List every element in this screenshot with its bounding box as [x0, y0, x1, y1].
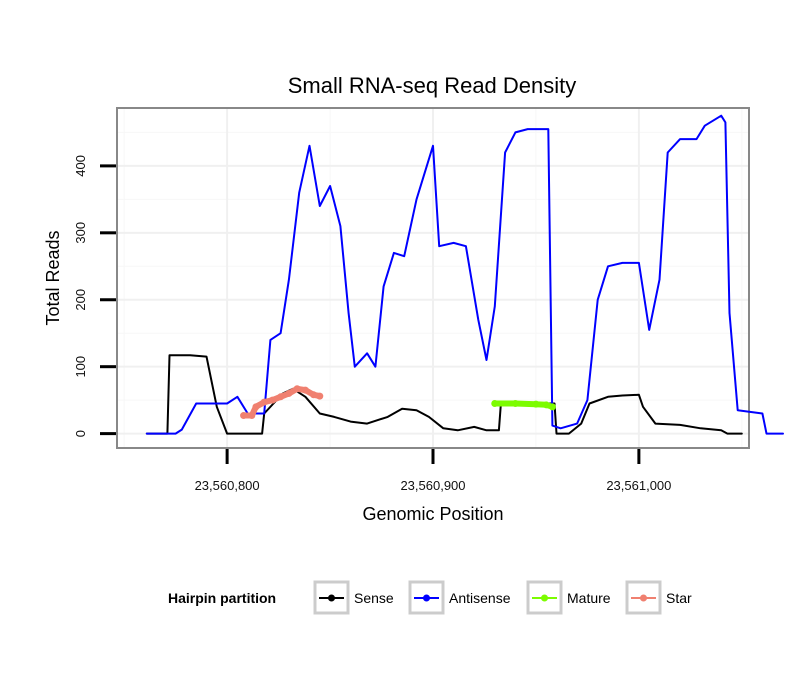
data-point-mature — [491, 399, 499, 407]
data-point-star — [293, 385, 301, 393]
data-point-star — [301, 386, 309, 394]
legend-item-mature: Mature — [526, 580, 611, 615]
y-tick-label: 0 — [73, 430, 88, 437]
x-axis-title: Genomic Position — [362, 504, 503, 524]
series-line-sense — [145, 354, 743, 435]
y-tick-label: 200 — [73, 289, 88, 311]
legend-key-dot-mature — [541, 594, 548, 602]
legend: Hairpin partition Sense Antisense Mature St… — [168, 580, 692, 615]
y-tick-label: 100 — [73, 356, 88, 378]
legend-label-star: Star — [666, 590, 692, 606]
x-tick-label: 23,560,900 — [400, 478, 465, 493]
data-point-mature — [511, 399, 519, 407]
legend-key-dot-star — [640, 594, 647, 602]
x-tick-label: 23,560,800 — [195, 478, 260, 493]
legend-item-star: Star — [625, 580, 692, 615]
y-axis: 0 100 200 300 400 — [73, 155, 116, 437]
legend-title: Hairpin partition — [168, 590, 276, 606]
data-point-star — [316, 392, 324, 400]
x-tick-label: 23,561,000 — [606, 478, 671, 493]
data-point-mature — [532, 400, 540, 408]
y-tick-label: 300 — [73, 222, 88, 244]
data-point-star — [310, 391, 318, 399]
data-point-star — [252, 403, 260, 411]
data-point-star — [248, 412, 256, 420]
legend-label-sense: Sense — [354, 590, 394, 606]
legend-label-antisense: Antisense — [449, 590, 511, 606]
data-point-star — [285, 389, 293, 397]
chart-title: Small RNA-seq Read Density — [288, 73, 577, 98]
legend-label-mature: Mature — [567, 590, 611, 606]
x-axis: 23,560,800 23,560,900 23,561,000 — [195, 449, 671, 493]
data-point-star — [260, 398, 268, 406]
data-point-star — [277, 393, 285, 401]
legend-key-dot-sense — [328, 594, 335, 602]
legend-item-sense: Sense — [313, 580, 394, 615]
plot-panel — [116, 107, 784, 449]
data-point-mature — [542, 401, 550, 409]
y-tick-label: 400 — [73, 155, 88, 177]
data-point-mature — [548, 403, 556, 411]
data-point-star — [268, 396, 276, 404]
legend-item-antisense: Antisense — [408, 580, 511, 615]
grid — [118, 109, 748, 447]
series-layer — [145, 114, 784, 435]
legend-key-dot-antisense — [423, 594, 430, 602]
series-line-antisense — [145, 114, 784, 435]
y-axis-title: Total Reads — [43, 230, 63, 325]
data-point-star — [240, 412, 248, 420]
